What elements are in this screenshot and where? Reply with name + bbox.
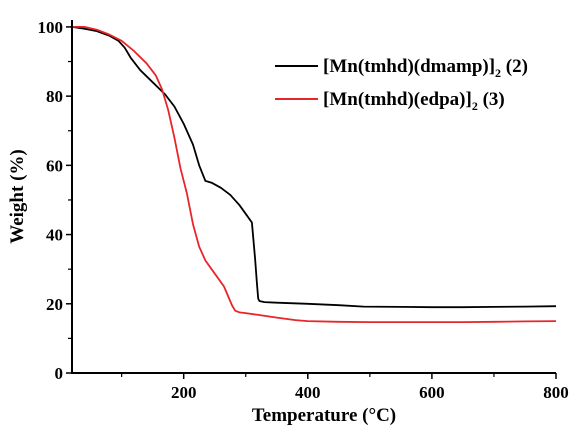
legend-label-main: [Mn(tmhd)(edpa)] [323,89,472,110]
axes [71,20,556,374]
series-line-3 [72,25,557,324]
legend: [Mn(tmhd)(dmamp)]2 (2) [Mn(tmhd)(edpa)]2… [275,56,528,113]
x-tick-label-200: 200 [171,383,197,402]
legend-label-subscript: 2 [495,66,501,80]
y-tick-label-0: 0 [55,364,64,383]
tick-marks [66,26,557,379]
y-tick-label-80: 80 [46,87,63,106]
y-tick-label-20: 20 [46,295,63,314]
legend-label-subscript: 2 [472,99,478,113]
y-axis-title: Weight (%) [7,149,28,243]
series-curves [71,25,557,324]
series-line-2 [71,26,557,309]
y-tick-label-40: 40 [46,226,63,245]
legend-label-main: [Mn(tmhd)(dmamp)] [323,56,495,77]
legend-label-series-2: [Mn(tmhd)(dmamp)]2 (2) [323,56,528,80]
x-tick-label-800: 800 [543,383,569,402]
y-tick-label-60: 60 [46,156,63,175]
x-axis-title: Temperature (°C) [252,405,396,426]
tick-labels: 200 400 600 800 0 20 40 60 80 100 [38,18,569,402]
legend-label-series-3: [Mn(tmhd)(edpa)]2 (3) [323,89,505,113]
y-tick-label-100: 100 [38,18,64,37]
legend-label-tail: (3) [478,89,505,110]
legend-label-tail: (2) [501,56,528,77]
x-tick-label-600: 600 [419,383,445,402]
x-tick-label-400: 400 [295,383,321,402]
